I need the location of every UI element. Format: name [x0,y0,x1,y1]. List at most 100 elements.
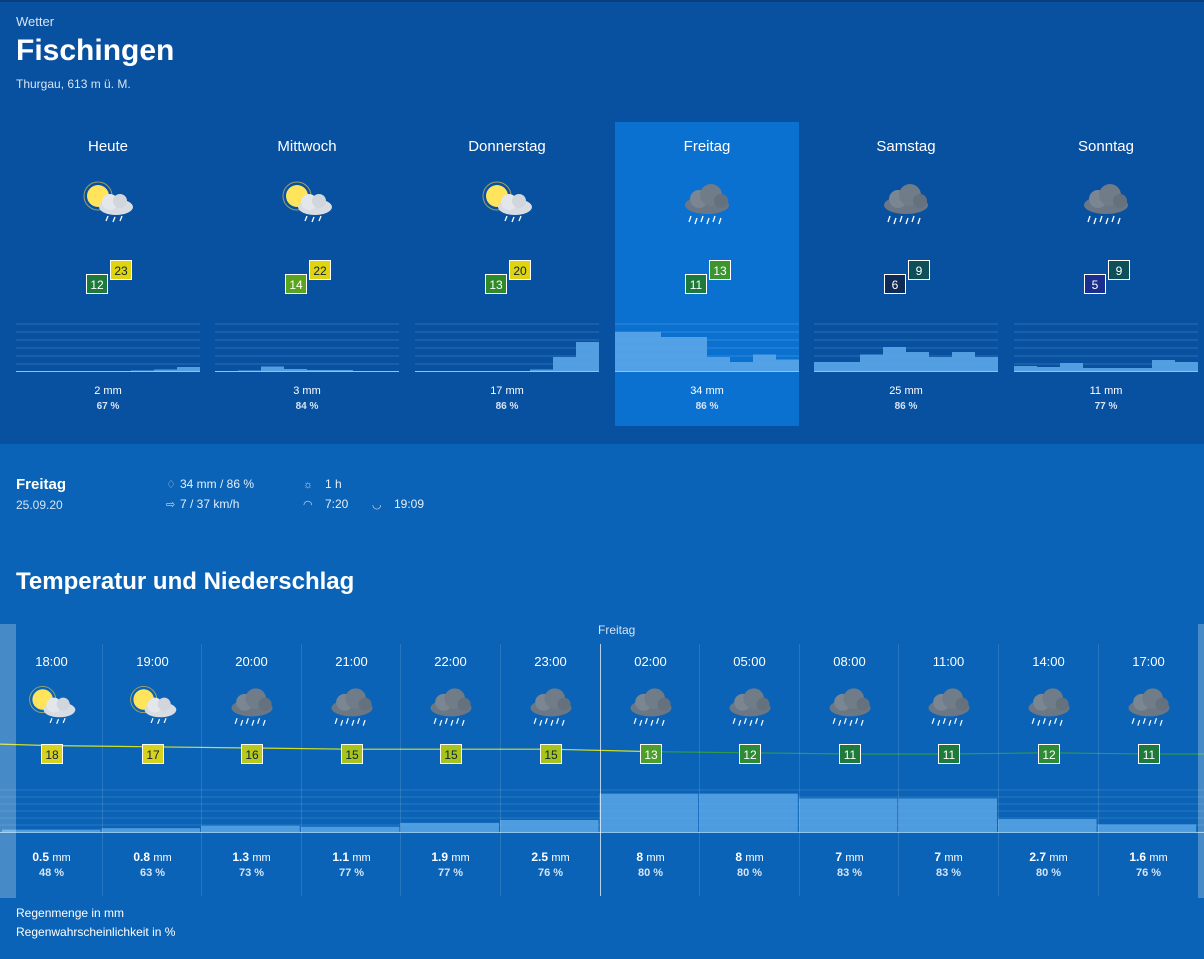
hour-rain-probability: 83 % [836,867,863,879]
sun-cloud-rain-icon [24,684,80,730]
scroll-left-handle[interactable] [0,624,16,898]
hour-temp-badge: 11 [1138,744,1160,764]
detail-rain-value: 34 mm / 86 % [180,477,255,491]
day-name: Donnerstag [468,138,546,155]
rain-amount: 25 mm [889,385,923,397]
hour-rain-probability: 76 % [537,867,564,879]
hour-column: 11:00 11 7 mm 83 % [898,644,998,896]
detail-date: 25.09.20 [16,498,63,512]
section-label: Wetter [16,14,55,29]
temp-min-badge: 13 [485,274,507,294]
day-card-donnerstag[interactable]: Donnerstag 20 13 17 mm 86 % [415,122,599,426]
temp-line-segment [649,751,750,754]
hour-time: 19:00 [136,654,169,669]
cloud-rain-icon [1021,684,1077,730]
detail-wind-value: 7 / 37 km/h [180,497,240,511]
day-name: Samstag [876,138,936,155]
cloud-rain-icon [224,684,280,730]
hour-column: 19:00 17 0.8 mm 63 % [102,644,202,896]
temp-max-badge: 13 [709,260,731,280]
day-marker-label: Freitag [598,623,636,637]
hour-time: 22:00 [434,654,467,669]
day-card-samstag[interactable]: Samstag 9 6 25 mm 86 % [814,122,998,426]
temp-line-segment [151,746,252,749]
sun-cloud-rain-icon [277,180,337,228]
page-title: Fischingen [16,34,175,67]
hour-rain-probability: 63 % [139,867,166,879]
hour-column: 02:00 13 8 mm 80 % [600,644,700,896]
rain-amount: 34 mm [690,385,724,397]
rain-bar [699,793,798,832]
mini-rain-chart [415,323,599,372]
hour-time: 17:00 [1132,654,1165,669]
hour-rain-amount: 0.5 mm [32,850,71,864]
hour-column: 21:00 15 1.1 mm 77 % [301,644,401,896]
hour-temp-badge: 13 [640,744,662,764]
detail-rain: ♢ 34 mm / 86 % [166,477,254,491]
legend-rain-probability: Regenwahrscheinlichkeit in % [16,925,176,939]
section-title: Temperatur und Niederschlag [16,568,355,595]
rain-probability: 84 % [295,401,319,412]
scroll-right-handle[interactable] [1198,624,1204,898]
hour-column: 22:00 15 1.9 mm 77 % [400,644,500,896]
hour-column: 23:00 15 2.5 mm 76 % [500,644,600,896]
sunrise-icon: ◠ [303,499,313,511]
detail-sunrise: ◠ 7:20 [303,497,348,511]
hour-column: 20:00 16 1.3 mm 73 % [201,644,301,896]
rain-bar [2,829,101,832]
hour-rain-probability: 80 % [637,867,664,879]
hour-column: 05:00 12 8 mm 80 % [699,644,799,896]
day-card-sonntag[interactable]: Sonntag 9 5 11 mm 77 % [1014,122,1198,426]
hour-rain-amount: 1.1 mm [332,850,371,864]
hour-time: 20:00 [235,654,268,669]
mini-rain-chart [615,323,799,372]
hour-rain-amount: 1.9 mm [431,850,470,864]
hour-temp-badge: 18 [41,744,63,764]
hour-temp-badge: 15 [540,744,562,764]
temp-min-badge: 11 [685,274,707,294]
day-name: Mittwoch [277,138,337,155]
temp-min-badge: 5 [1084,274,1106,294]
hour-rain-probability: 80 % [736,867,763,879]
rain-bar [300,826,400,832]
mini-rain-chart [1014,323,1198,372]
sun-cloud-rain-icon [78,180,138,228]
rain-bar [898,798,997,832]
sun-cloud-rain-icon [477,180,537,228]
temp-line-segment [250,747,351,750]
cloud-rain-icon [822,684,878,730]
temp-line-segment [51,745,152,748]
hour-time: 02:00 [634,654,667,669]
rain-bar [1097,824,1197,832]
sun-icon: ☼ [303,479,314,491]
hour-rain-probability: 77 % [437,867,464,879]
cloud-rain-icon [324,684,380,730]
detail-sunset: ◡ 19:09 [372,497,424,511]
day-name: Freitag [683,138,731,155]
hour-rain-amount: 1.6 mm [1129,850,1168,864]
hour-temp-badge: 15 [341,744,363,764]
day-name: Sonntag [1078,138,1134,155]
hour-temp-badge: 15 [440,744,462,764]
detail-sunshine: ☼ 1 h [303,477,342,491]
hour-rain-amount: 2.5 mm [531,850,570,864]
sunset-icon: ◡ [372,499,382,511]
sun-cloud-rain-icon [125,684,181,730]
hour-temp-badge: 12 [1038,744,1060,764]
day-card-heute[interactable]: Heute 23 12 2 mm 67 % [16,122,200,426]
hour-rain-probability: 76 % [1135,867,1162,879]
hour-time: 18:00 [35,654,68,669]
day-card-freitag[interactable]: Freitag 13 11 34 mm 86 % [615,122,799,426]
droplet-icon: ♢ [166,479,176,491]
rain-bar [599,793,699,832]
rain-amount: 2 mm [94,385,122,397]
location-subtitle: Thurgau, 613 m ü. M. [16,77,131,91]
hour-column: 17:00 11 1.6 mm 76 % [1098,644,1198,896]
day-card-mittwoch[interactable]: Mittwoch 22 14 3 mm 84 % [215,122,399,426]
temp-line-segment [1047,752,1148,755]
temp-max-badge: 20 [509,260,531,280]
temp-max-badge: 22 [309,260,331,280]
cloud-rain-icon [677,180,737,228]
hour-rain-probability: 83 % [935,867,962,879]
hourly-chart-svg [0,743,1204,833]
